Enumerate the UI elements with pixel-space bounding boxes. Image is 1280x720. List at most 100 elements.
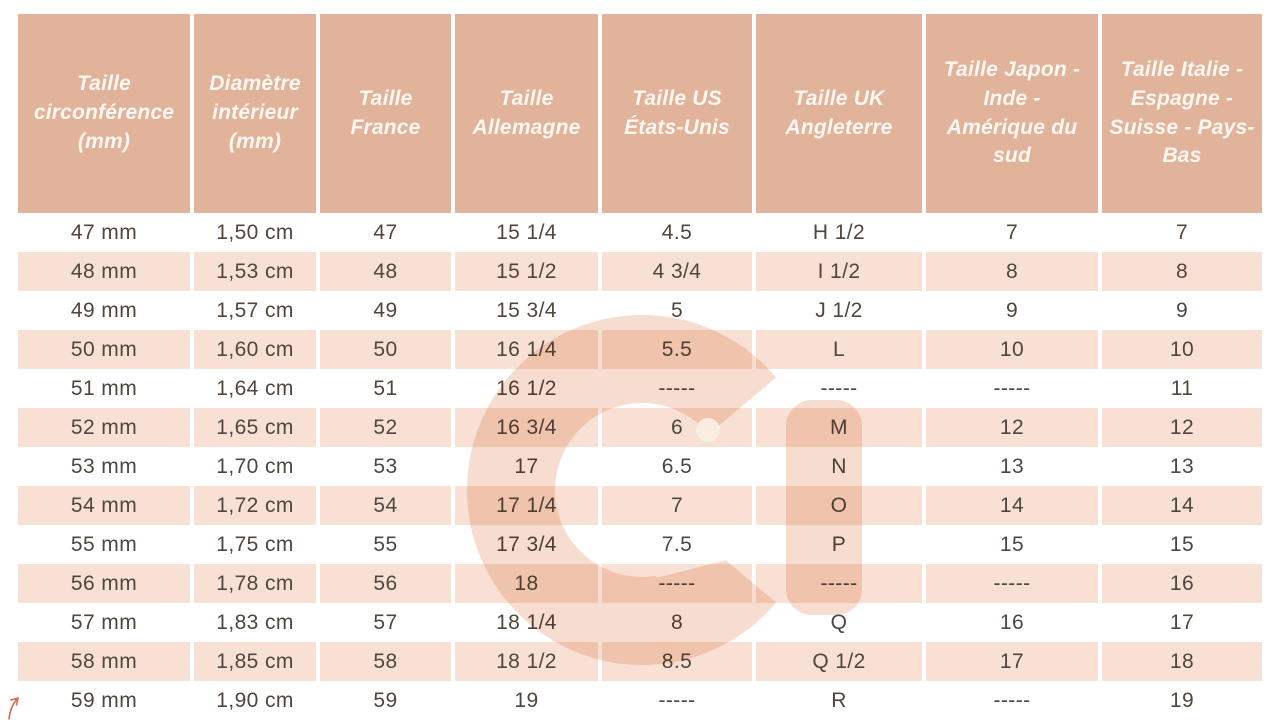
- table-cell: 57: [320, 603, 451, 642]
- table-cell: 51: [320, 369, 451, 408]
- table-cell: 54: [320, 486, 451, 525]
- table-cell: 1,72 cm: [194, 486, 316, 525]
- table-cell: -----: [602, 564, 752, 603]
- table-header-row: Taille circonférence (mm) Diamètre intéri…: [18, 14, 1262, 213]
- table-cell: 5: [602, 291, 752, 330]
- table-cell: 8: [1102, 252, 1262, 291]
- table-row: 47 mm 1,50 cm 47 15 1/4 4.5 H 1/2 7 7: [18, 213, 1262, 252]
- table-cell: M: [756, 408, 922, 447]
- table-cell: 18 1/2: [455, 642, 598, 681]
- table-cell: 49 mm: [18, 291, 190, 330]
- table-row: 57 mm 1,83 cm 57 18 1/4 8 Q 16 17: [18, 603, 1262, 642]
- table-row: 52 mm 1,65 cm 52 16 3/4 6 M 12 12: [18, 408, 1262, 447]
- table-cell: 16 1/4: [455, 330, 598, 369]
- table-cell: 11: [1102, 369, 1262, 408]
- table-cell: 7: [602, 486, 752, 525]
- column-header: Diamètre intérieur (mm): [194, 14, 316, 213]
- column-header: Taille Italie - Espagne - Suisse - Pays-…: [1102, 14, 1262, 213]
- table-cell: L: [756, 330, 922, 369]
- table-cell: 7: [926, 213, 1098, 252]
- table-cell: 16 1/2: [455, 369, 598, 408]
- table-cell: 1,64 cm: [194, 369, 316, 408]
- table-cell: 15 3/4: [455, 291, 598, 330]
- table-cell: 1,78 cm: [194, 564, 316, 603]
- table-cell: 55 mm: [18, 525, 190, 564]
- table-cell: 8: [602, 603, 752, 642]
- table-cell: -----: [926, 564, 1098, 603]
- table-cell: 52 mm: [18, 408, 190, 447]
- table-cell: 10: [1102, 330, 1262, 369]
- table-cell: 8: [926, 252, 1098, 291]
- table-cell: 1,53 cm: [194, 252, 316, 291]
- table-cell: -----: [756, 369, 922, 408]
- table-cell: 1,75 cm: [194, 525, 316, 564]
- table-cell: 13: [1102, 447, 1262, 486]
- table-cell: 16 3/4: [455, 408, 598, 447]
- table-cell: 19: [455, 681, 598, 720]
- table-cell: 54 mm: [18, 486, 190, 525]
- table-cell: 51 mm: [18, 369, 190, 408]
- table-cell: 1,90 cm: [194, 681, 316, 720]
- table-cell: 7.5: [602, 525, 752, 564]
- table-row: 58 mm 1,85 cm 58 18 1/2 8.5 Q 1/2 17 18: [18, 642, 1262, 681]
- table-row: 49 mm 1,57 cm 49 15 3/4 5 J 1/2 9 9: [18, 291, 1262, 330]
- table-cell: 16: [926, 603, 1098, 642]
- column-header: Taille Allemagne: [455, 14, 598, 213]
- table-cell: 15: [1102, 525, 1262, 564]
- table-row: 55 mm 1,75 cm 55 17 3/4 7.5 P 15 15: [18, 525, 1262, 564]
- table-cell: 49: [320, 291, 451, 330]
- table-cell: 19: [1102, 681, 1262, 720]
- table-cell: 58 mm: [18, 642, 190, 681]
- table-cell: Q: [756, 603, 922, 642]
- column-header: Taille Japon - Inde - Amérique du sud: [926, 14, 1098, 213]
- table-cell: 47 mm: [18, 213, 190, 252]
- table-cell: 17: [926, 642, 1098, 681]
- column-header: Taille US États-Unis: [602, 14, 752, 213]
- table-cell: 15: [926, 525, 1098, 564]
- table-cell: -----: [602, 369, 752, 408]
- table-cell: 1,50 cm: [194, 213, 316, 252]
- table-cell: -----: [926, 369, 1098, 408]
- table-cell: 18: [455, 564, 598, 603]
- table-cell: 4.5: [602, 213, 752, 252]
- table-cell: 1,83 cm: [194, 603, 316, 642]
- table-cell: 18 1/4: [455, 603, 598, 642]
- table-cell: 57 mm: [18, 603, 190, 642]
- table-cell: 47: [320, 213, 451, 252]
- table-cell: 59 mm: [18, 681, 190, 720]
- table-cell: J 1/2: [756, 291, 922, 330]
- table-cell: 59: [320, 681, 451, 720]
- table-cell: 8.5: [602, 642, 752, 681]
- table-cell: 17: [1102, 603, 1262, 642]
- table-cell: 1,60 cm: [194, 330, 316, 369]
- column-header: Taille UK Angleterre: [756, 14, 922, 213]
- table-cell: 1,70 cm: [194, 447, 316, 486]
- table-cell: 15 1/2: [455, 252, 598, 291]
- table-cell: H 1/2: [756, 213, 922, 252]
- table-cell: 1,85 cm: [194, 642, 316, 681]
- table-cell: R: [756, 681, 922, 720]
- table-cell: 56: [320, 564, 451, 603]
- table-cell: 10: [926, 330, 1098, 369]
- table-cell: 12: [1102, 408, 1262, 447]
- table-cell: N: [756, 447, 922, 486]
- table-cell: 14: [1102, 486, 1262, 525]
- table-cell: 48 mm: [18, 252, 190, 291]
- table-cell: 55: [320, 525, 451, 564]
- table-cell: 17: [455, 447, 598, 486]
- table-cell: 1,57 cm: [194, 291, 316, 330]
- table-cell: 6: [602, 408, 752, 447]
- table-cell: 12: [926, 408, 1098, 447]
- table-cell: -----: [926, 681, 1098, 720]
- table-cell: 50: [320, 330, 451, 369]
- table-header: Taille circonférence (mm) Diamètre intéri…: [18, 14, 1262, 213]
- column-header: Taille France: [320, 14, 451, 213]
- table-cell: -----: [756, 564, 922, 603]
- table-cell: -----: [602, 681, 752, 720]
- table-cell: 56 mm: [18, 564, 190, 603]
- table-cell: 53: [320, 447, 451, 486]
- table-row: 51 mm 1,64 cm 51 16 1/2 ----- ----- ----- 11: [18, 369, 1262, 408]
- column-header: Taille circonférence (mm): [18, 14, 190, 213]
- table-body: 47 mm 1,50 cm 47 15 1/4 4.5 H 1/2 7 7 48 mm 1,53 …: [18, 213, 1262, 720]
- table-cell: 15 1/4: [455, 213, 598, 252]
